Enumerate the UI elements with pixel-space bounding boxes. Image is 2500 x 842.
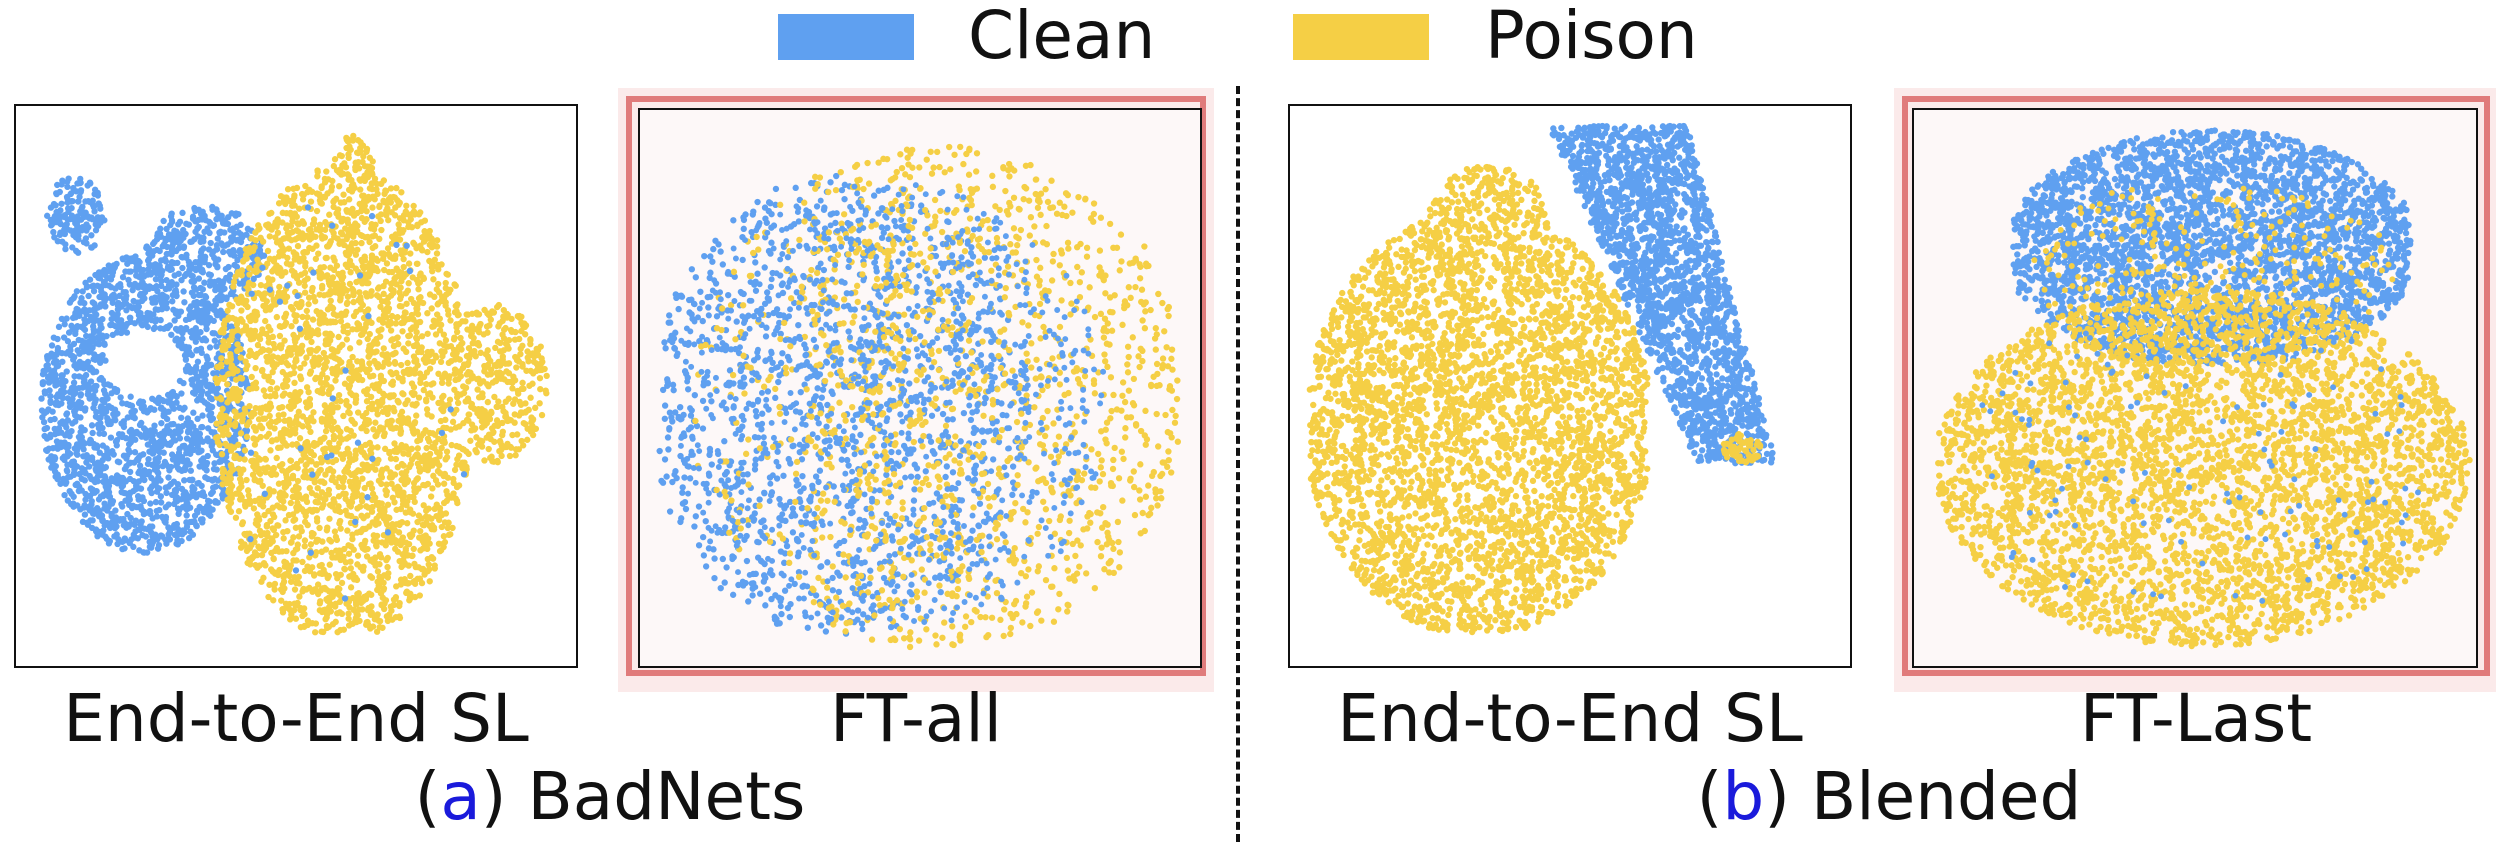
group-letter: a [440,758,481,835]
poison-points-points [692,143,1182,651]
poison-points-points [1935,286,2473,650]
clean-mixed-points-points [666,182,1107,633]
group-divider [1236,86,1240,842]
legend-label-clean: Clean [968,0,1156,74]
group-caption-blended: (b) Blended [1696,758,2082,835]
panel-label: End-to-End SL [1337,680,1803,757]
group-name: Blended [1810,758,2082,835]
poison-points [692,143,1182,651]
clean-mixed-points [1979,330,2421,604]
scatter-plot-badnets-end-to-end [38,132,550,636]
scatter-plot-blended-ft-last [1935,127,2473,650]
legend-swatch-poison [1293,14,1429,60]
legend-label-poison: Poison [1485,0,1698,74]
poison-tail-points-points [1720,430,1764,466]
poison-tail-points [1720,430,1764,466]
panel-label: FT-all [830,680,1002,757]
clean-mixed-points [666,182,1107,633]
panel-label: FT-Last [2079,680,2313,757]
group-name: BadNets [527,758,806,835]
poison-points-points [1306,163,1651,636]
clean-points-points [656,172,1033,637]
scatter-plot-blended-end-to-end [1306,122,1776,636]
group-caption-badnets: (a) BadNets [414,758,806,835]
clean-points-points [38,175,268,556]
poison-points-points [212,132,550,636]
group-letter: b [1722,758,1765,835]
clean-points [38,175,268,556]
scatter-plot-badnets-ft-all [656,143,1182,651]
clean-points [1549,122,1776,467]
clean-points [656,172,1033,637]
clean-points-points [1549,122,1776,467]
legend: Clean Poison [0,0,2500,80]
poison-points [1306,163,1651,636]
clean-mixed-points-points [1979,330,2421,604]
highlight-frame-ft-all [626,96,1206,676]
panel-blended-ft-last [1912,108,2478,668]
panel-label: End-to-End SL [63,680,529,757]
highlight-frame-ft-last [1902,96,2490,676]
poison-points [1935,286,2473,650]
panel-badnets-end-to-end [14,104,578,668]
legend-swatch-clean [778,14,914,60]
panel-blended-end-to-end [1288,104,1852,668]
poison-points [212,132,550,636]
panel-badnets-ft-all [638,108,1202,668]
